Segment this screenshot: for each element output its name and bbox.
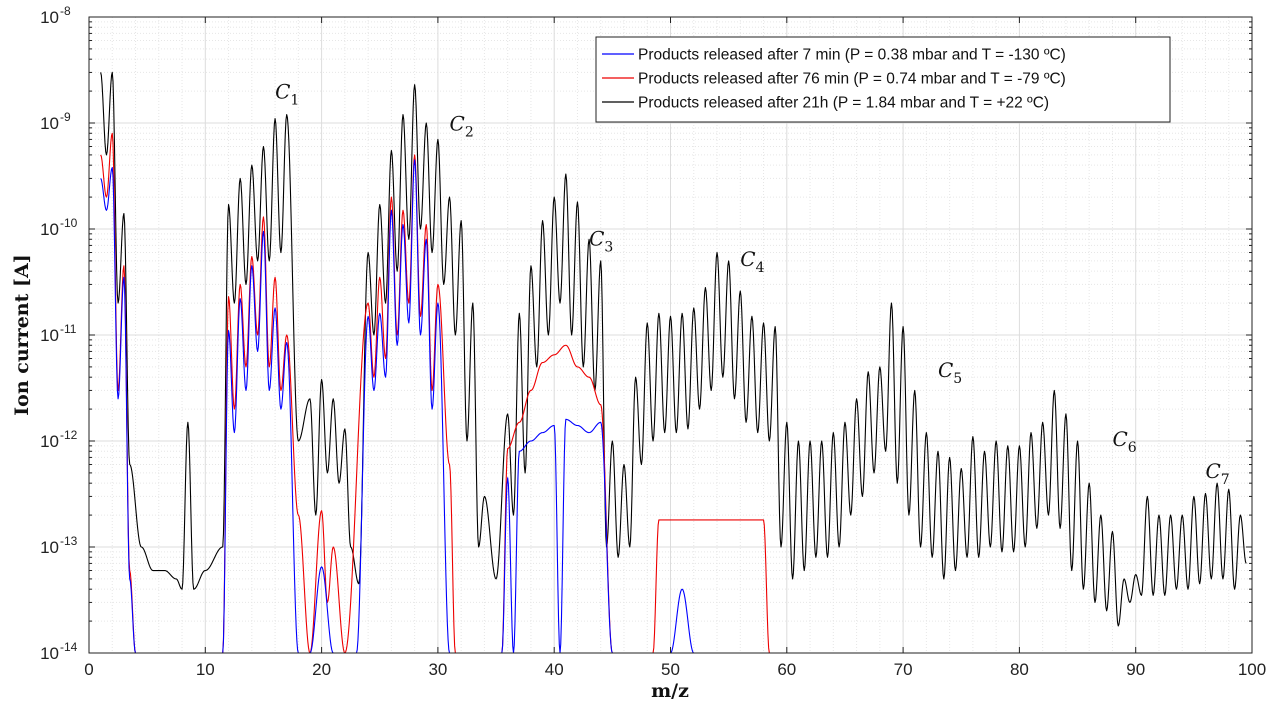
y-tick-exponent: -10 — [60, 216, 78, 230]
x-tick-label: 100 — [1238, 660, 1266, 679]
x-tick-label: 60 — [777, 660, 796, 679]
y-tick-label: 10 — [40, 114, 59, 133]
y-tick-label: 10 — [40, 326, 59, 345]
y-tick-exponent: -13 — [60, 534, 78, 548]
series-line-1 — [100, 132, 770, 653]
x-tick-label: 80 — [1010, 660, 1029, 679]
x-tick-label: 30 — [428, 660, 447, 679]
legend-label-2: Products released after 21h (P = 1.84 mb… — [638, 95, 1049, 112]
x-tick-label: 0 — [84, 660, 93, 679]
series-line-2 — [100, 71, 1247, 627]
y-tick-label: 10 — [40, 220, 59, 239]
series-line-0 — [100, 159, 695, 653]
y-tick-exponent: -14 — [60, 640, 78, 654]
x-tick-label: 20 — [312, 660, 331, 679]
x-tick-label: 90 — [1126, 660, 1145, 679]
legend-label-0: Products released after 7 min (P = 0.38 … — [638, 47, 1066, 64]
y-tick-exponent: -11 — [60, 322, 77, 336]
y-tick-label: 10 — [40, 432, 59, 451]
x-axis-title: m/z — [651, 680, 689, 702]
x-tick-label: 70 — [894, 660, 913, 679]
series-layer — [100, 71, 1247, 653]
x-tick-label: 10 — [196, 660, 215, 679]
y-tick-label: 10 — [40, 644, 59, 663]
y-tick-exponent: -12 — [60, 428, 78, 442]
y-axis-title: Ion current [A] — [11, 254, 33, 415]
x-tick-label: 40 — [545, 660, 564, 679]
y-tick-label: 10 — [40, 8, 59, 27]
legend-box — [595, 36, 1171, 123]
x-tick-label: 50 — [661, 660, 680, 679]
legend: Products released after 7 min (P = 0.38 … — [595, 36, 1171, 123]
y-tick-label: 10 — [40, 538, 59, 557]
legend-label-1: Products released after 76 min (P = 0.74… — [638, 71, 1066, 88]
y-tick-exponent: -9 — [60, 110, 71, 124]
y-tick-exponent: -8 — [60, 4, 71, 18]
